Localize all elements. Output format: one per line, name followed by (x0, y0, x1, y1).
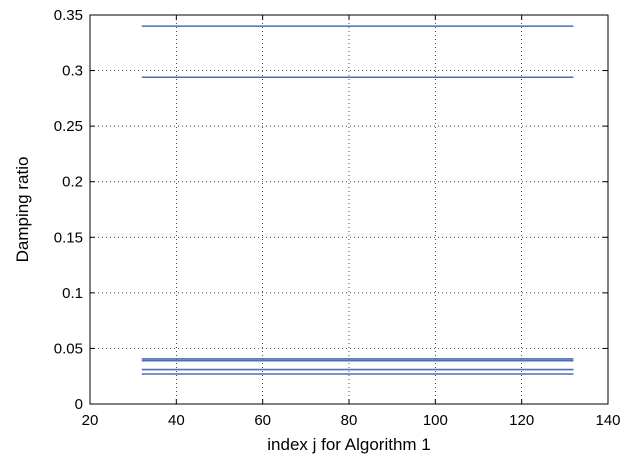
y-tick-label: 0.1 (62, 285, 83, 302)
x-tick-label: 40 (168, 412, 185, 429)
y-axis-label: Damping ratio (13, 157, 32, 263)
y-tick-label: 0.2 (62, 174, 83, 191)
y-tick-labels: 0 0.05 0.1 0.15 0.2 0.25 0.3 0.35 (54, 7, 83, 413)
plot-series (141, 25, 574, 375)
x-tick-label: 80 (341, 412, 358, 429)
y-tick-label: 0.25 (54, 118, 83, 135)
y-tick-label: 0.35 (54, 7, 83, 24)
x-tick-labels: 20 40 60 80 100 120 140 (82, 412, 621, 429)
grid-lines (90, 15, 608, 404)
y-tick-label: 0.05 (54, 340, 83, 357)
x-axis-label: index j for Algorithm 1 (267, 435, 430, 454)
x-tick-label: 60 (254, 412, 271, 429)
x-tick-label: 20 (82, 412, 99, 429)
y-tick-label: 0.3 (62, 63, 83, 80)
x-tick-label: 140 (595, 412, 620, 429)
x-tick-label: 100 (423, 412, 448, 429)
x-tick-label: 120 (509, 412, 534, 429)
y-tick-label: 0.15 (54, 229, 83, 246)
y-tick-label: 0 (75, 396, 83, 413)
axis-ticks (89, 14, 609, 405)
